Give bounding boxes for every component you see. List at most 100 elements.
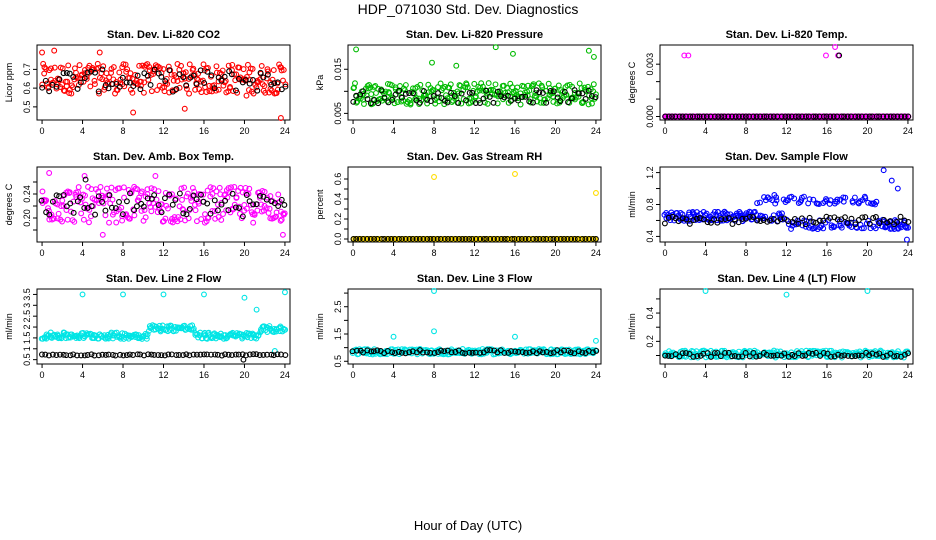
data-point [242, 77, 249, 84]
data-point [218, 201, 225, 208]
data-point [887, 113, 894, 120]
data-point [134, 186, 141, 193]
data-point [235, 75, 242, 82]
data-point [735, 113, 742, 120]
data-point [264, 66, 271, 73]
data-point [364, 347, 371, 354]
data-point [261, 83, 268, 89]
data-point [420, 88, 427, 95]
data-point [169, 191, 175, 198]
data-point [540, 99, 547, 106]
data-point [437, 80, 444, 87]
data-point [198, 191, 204, 198]
data-point [795, 220, 802, 227]
outlier-point [241, 294, 248, 301]
x-tick-label: 20 [239, 126, 249, 136]
data-point [231, 183, 238, 190]
data-point [260, 74, 267, 81]
data-point [192, 207, 199, 214]
data-point [134, 72, 141, 79]
data-point [176, 352, 182, 358]
data-point [547, 350, 554, 357]
x-tick-label: 20 [862, 126, 872, 136]
data-point [278, 86, 285, 93]
data-point [410, 90, 416, 97]
data-point [767, 113, 774, 120]
data-point [274, 351, 281, 358]
data-point [361, 101, 367, 107]
data-point [835, 351, 842, 358]
data-point [686, 350, 693, 357]
data-point [232, 204, 239, 211]
data-point [852, 221, 859, 228]
data-point [508, 97, 515, 104]
data-point [366, 81, 372, 88]
data-point [515, 97, 521, 104]
data-point [891, 353, 898, 360]
x-tick-label: 4 [391, 248, 396, 258]
data-point [162, 78, 169, 85]
data-point [140, 203, 147, 210]
data-point [679, 113, 686, 120]
data-point [245, 87, 252, 93]
data-point [579, 100, 586, 107]
data-point [268, 351, 275, 358]
data-point [180, 74, 187, 81]
data-point [795, 350, 802, 357]
data-point [458, 90, 465, 97]
x-tick-label: 0 [663, 126, 668, 136]
data-point [389, 96, 396, 103]
data-point [162, 215, 169, 222]
data-point [801, 193, 807, 200]
data-point [208, 72, 215, 79]
x-tick-label: 8 [432, 248, 437, 258]
data-point [905, 218, 912, 225]
data-point [197, 351, 204, 358]
data-point [212, 351, 218, 358]
data-point [781, 215, 788, 222]
data-point [120, 61, 127, 68]
data-point [665, 214, 672, 221]
data-point [855, 352, 862, 359]
data-point [754, 200, 761, 207]
data-point [64, 216, 71, 223]
data-point [206, 88, 213, 95]
data-point [201, 329, 208, 336]
data-point [511, 236, 518, 242]
data-point [46, 88, 53, 95]
data-point [138, 207, 145, 214]
data-point [225, 207, 232, 214]
data-point [456, 236, 462, 242]
panel-title: Stan. Dev. Li-820 Temp. [726, 29, 848, 41]
data-point [753, 113, 760, 120]
data-point [282, 83, 289, 90]
data-point [178, 62, 185, 69]
data-point [233, 87, 239, 94]
y-tick-label: 2.5 [22, 310, 32, 323]
data-point [357, 91, 364, 98]
data-point [526, 87, 533, 94]
data-point [350, 98, 357, 105]
y-axis-label: degrees C [627, 61, 637, 103]
data-point [108, 184, 115, 191]
data-point [845, 352, 852, 359]
data-point [777, 216, 784, 223]
data-point [419, 349, 426, 356]
outlier-point [592, 337, 599, 344]
data-point [207, 210, 214, 217]
y-tick-label: 2.5 [333, 300, 343, 313]
data-point [66, 189, 73, 196]
data-point [263, 205, 270, 211]
data-point [148, 208, 155, 215]
data-point [218, 352, 225, 359]
data-point [180, 210, 187, 217]
data-point [860, 225, 867, 232]
data-point [262, 89, 269, 96]
data-point [417, 81, 424, 88]
data-point [590, 349, 596, 356]
data-point [155, 188, 162, 195]
data-point [60, 192, 67, 198]
data-point [536, 89, 543, 96]
data-point [526, 349, 533, 356]
data-point [486, 93, 493, 100]
